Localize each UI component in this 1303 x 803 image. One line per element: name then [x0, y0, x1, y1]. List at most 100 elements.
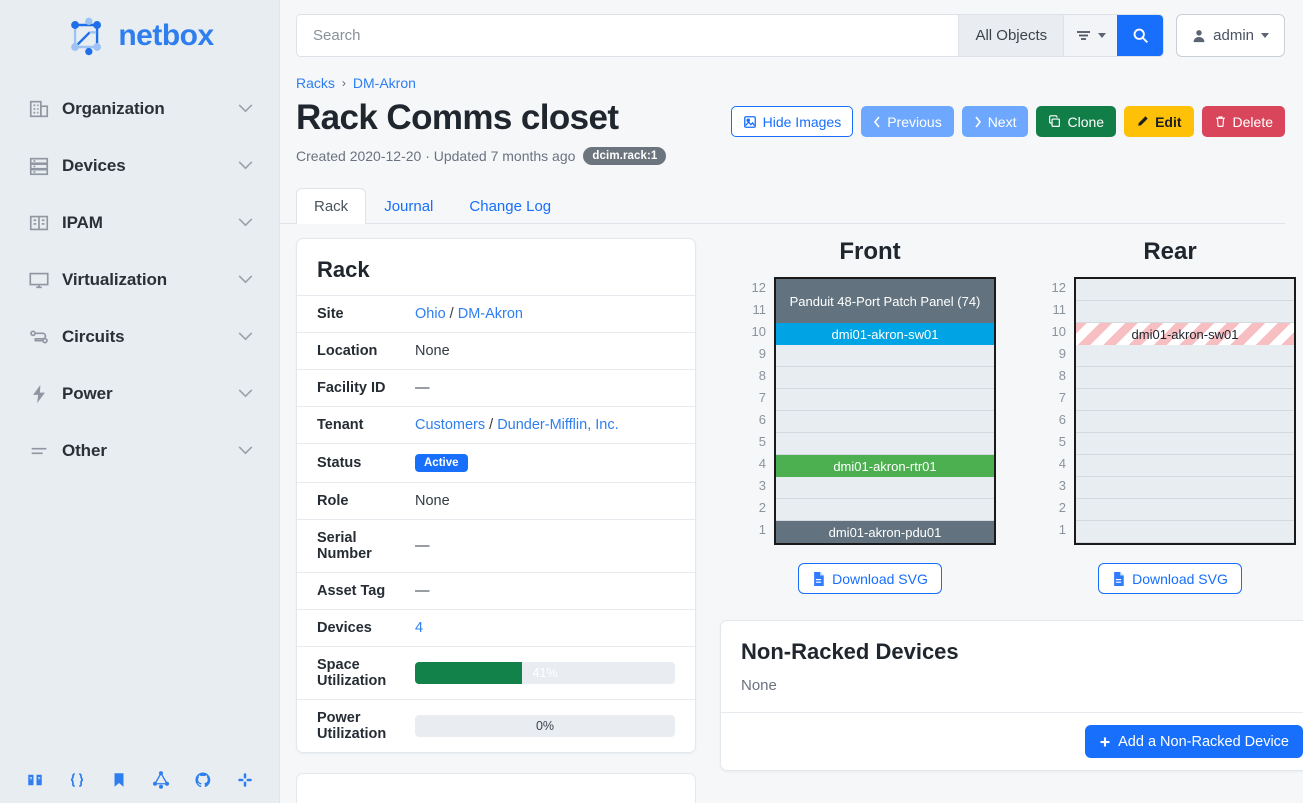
rack-unit-slot[interactable] [1076, 279, 1294, 302]
breadcrumb-parent[interactable]: Racks [296, 75, 335, 91]
table-row: Asset Tag — [297, 572, 695, 610]
tenant-group-link[interactable]: Customers [415, 417, 486, 434]
rack-unit-slot[interactable] [1076, 499, 1294, 522]
ip-address-icon [29, 215, 49, 230]
rack-unit-number: 11 [1052, 302, 1067, 318]
breadcrumb-separator: › [341, 76, 346, 90]
sidebar-item-circuits[interactable]: Circuits [0, 308, 279, 365]
site-link[interactable]: DM-Akron [457, 306, 523, 323]
api-braces-icon[interactable] [68, 771, 86, 789]
tab-change-log[interactable]: Change Log [451, 188, 569, 224]
table-row: Status Active [297, 443, 695, 483]
rack-unit-number: 2 [1058, 500, 1066, 516]
rack-unit-slot[interactable] [776, 367, 994, 390]
brand-logo[interactable]: netbox [0, 0, 279, 80]
rack-device[interactable]: dmi01-akron-rtr01 [776, 455, 994, 478]
separator: / [489, 417, 494, 434]
breadcrumb: Racks › DM-Akron [296, 75, 1285, 91]
rack-unit-slot[interactable] [1076, 477, 1294, 500]
next-card-partial [296, 773, 696, 803]
rack-unit-slot[interactable] [1076, 345, 1294, 368]
file-download-icon [1114, 571, 1124, 586]
tab-journal[interactable]: Journal [366, 188, 451, 224]
sidebar-item-label: Other [62, 440, 107, 460]
rack-unit-slot[interactable] [1076, 411, 1294, 434]
site-region-link[interactable]: Ohio [415, 306, 446, 323]
rack-unit-slot[interactable] [776, 499, 994, 522]
row-label: Devices [297, 609, 409, 647]
filter-icon [1077, 31, 1091, 40]
rack-unit-number: 8 [758, 368, 766, 384]
rack-device[interactable]: dmi01-akron-sw01 [776, 323, 994, 346]
rack-device[interactable]: Panduit 48-Port Patch Panel (74) [776, 279, 994, 324]
rack-unit-slot[interactable] [776, 345, 994, 368]
search-scope-label: All Objects [975, 27, 1048, 44]
row-label: Role [297, 482, 409, 520]
delete-label: Delete [1232, 113, 1273, 130]
rack-unit-number: 11 [752, 302, 767, 318]
rack-unit-slot[interactable] [1076, 367, 1294, 390]
row-value-site: Ohio / DM-Akron [409, 295, 695, 333]
rack-unit-slot[interactable] [776, 433, 994, 456]
devices-count-link[interactable]: 4 [415, 620, 424, 637]
rack-unit-number: 12 [751, 280, 766, 296]
clone-button[interactable]: Clone [1036, 106, 1117, 137]
sidebar-item-power[interactable]: Power [0, 365, 279, 422]
github-icon[interactable] [194, 771, 212, 789]
graphql-icon[interactable] [152, 771, 170, 789]
tenant-link[interactable]: Dunder-Mifflin, Inc. [497, 417, 619, 434]
add-non-racked-device-button[interactable]: Add a Non-Racked Device [1085, 725, 1303, 759]
rack-unit-slot[interactable] [776, 411, 994, 434]
previous-button[interactable]: Previous [861, 106, 954, 137]
rack-elevations: Front 12 11 10 9 8 7 6 5 4 3 2 1 Panduit 48-Port Pa… [720, 238, 1303, 595]
rack-unit-slot[interactable] [776, 389, 994, 412]
table-row: Serial Number — [297, 519, 695, 573]
rack-unit-slot[interactable] [1076, 389, 1294, 412]
rack-unit-slot[interactable] [1076, 301, 1294, 324]
search-group: All Objects [296, 14, 1165, 57]
row-label: Asset Tag [297, 572, 409, 610]
row-value-asset-tag: — [409, 572, 695, 610]
rack-unit-slot[interactable] [1076, 521, 1294, 544]
search-submit-button[interactable] [1117, 15, 1164, 56]
row-value-space-utilization: 41% [409, 646, 695, 700]
rack-unit-slot[interactable] [1076, 433, 1294, 456]
rack-unit-number: 2 [758, 500, 766, 516]
rear-unit-numbers: 12 11 10 9 8 7 6 5 4 3 2 1 [1044, 277, 1074, 545]
next-button[interactable]: Next [961, 106, 1029, 137]
slack-icon[interactable] [236, 771, 254, 789]
sidebar-item-organization[interactable]: Organization [0, 80, 279, 137]
delete-button[interactable]: Delete [1201, 106, 1285, 137]
docs-book-icon[interactable] [26, 771, 44, 789]
right-column: Front 12 11 10 9 8 7 6 5 4 3 2 1 Panduit 48-Port Pa… [720, 238, 1303, 803]
non-racked-empty-text: None [741, 677, 777, 695]
breadcrumb-current[interactable]: DM-Akron [352, 75, 416, 91]
search-input[interactable] [297, 15, 959, 56]
page-actions: Hide Images Previous Next Clone [730, 106, 1285, 137]
space-utilization-value: 41% [532, 666, 558, 681]
front-download-svg-button[interactable]: Download SVG [798, 563, 942, 595]
user-menu-button[interactable]: admin [1176, 14, 1285, 57]
sidebar-item-virtualization[interactable]: Virtualization [0, 251, 279, 308]
pencil-icon [1138, 116, 1148, 126]
search-scope-select[interactable]: All Objects [958, 15, 1064, 56]
search-filter-dropdown[interactable] [1063, 15, 1118, 56]
rack-unit-slot[interactable] [1076, 455, 1294, 478]
sidebar-item-devices[interactable]: Devices [0, 137, 279, 194]
sidebar-item-other[interactable]: Other [0, 422, 279, 479]
rack-device[interactable]: dmi01-akron-pdu01 [776, 521, 994, 544]
rear-download-svg-button[interactable]: Download SVG [1098, 563, 1242, 595]
sidebar-item-ipam[interactable]: IPAM [0, 194, 279, 251]
edit-button[interactable]: Edit [1124, 106, 1194, 137]
row-value-location: None [409, 332, 695, 370]
tab-label: Rack [314, 198, 349, 216]
rack-unit-slot[interactable] [776, 477, 994, 500]
tab-rack[interactable]: Rack [296, 188, 367, 225]
rear-rack-body: dmi01-akron-sw01 [1074, 277, 1296, 546]
bookmark-icon[interactable] [110, 771, 128, 789]
hide-images-button[interactable]: Hide Images [730, 106, 854, 137]
rack-device[interactable]: dmi01-akron-sw01 [1076, 323, 1294, 346]
row-label: Status [297, 443, 409, 483]
previous-label: Previous [887, 113, 942, 130]
